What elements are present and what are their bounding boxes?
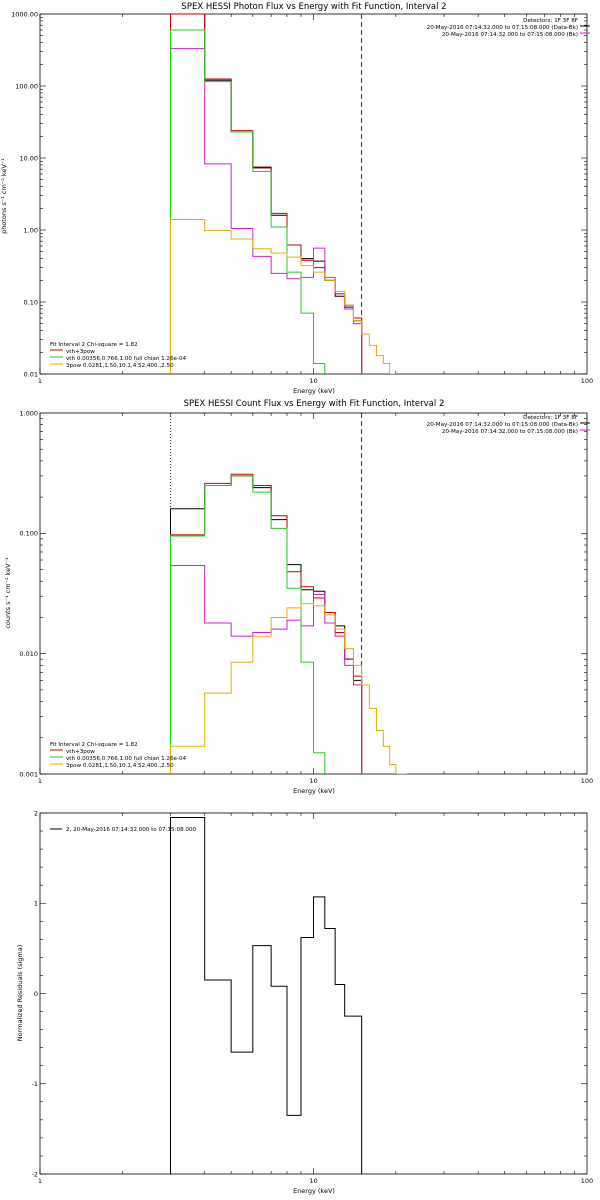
x-tick-label: 10 <box>309 1177 317 1185</box>
panel-count-legend-fit-vth: vth 0.00356,0.766,1.00 full chian 1.26e-… <box>66 756 187 762</box>
panel-count-legend-bk: 20-May-2016 07:14:32.000 to 07:15:08.000… <box>442 429 578 435</box>
panel-photon-legend-databk: 20-May-2016 07:14:32.000 to 07:15:08.000… <box>427 25 578 31</box>
y-tick-label: 0 <box>34 990 38 998</box>
panel-photon-title: SPEX HESSI Photon Flux vs Energy with Fi… <box>181 2 446 12</box>
y-tick-label: 1.00 <box>24 226 38 234</box>
panel-photon-legend-fit-vth: vth 0.00356,0.766,1.00 full chian 1.26e-… <box>66 356 187 362</box>
panel-photon-xlabel: Energy (keV) <box>293 387 335 395</box>
x-tick-label: 1 <box>38 377 42 385</box>
y-tick-label: 1.000 <box>19 409 38 417</box>
series-line-0 <box>169 817 363 1174</box>
y-tick-label: 100.00 <box>15 82 38 90</box>
y-tick-label: 0.10 <box>24 298 38 306</box>
x-tick-label: 1 <box>38 777 42 785</box>
x-tick-label: 100 <box>581 377 593 385</box>
series-line-1 <box>169 473 363 774</box>
y-tick-label: -2 <box>32 1170 38 1178</box>
panel-photon-plot: 1 10 100 0.01 0.10 1.00 10.00 100.00 1000.00 <box>11 10 593 385</box>
panel-resid-legend-text: 2, 20-May-2016 07:14:32.000 to 07:15:08.… <box>66 827 197 833</box>
y-tick-label: 1000.00 <box>11 10 38 18</box>
panel-count-legend-detectors: Detectors: 1F 3F 8F <box>523 415 578 421</box>
y-tick-label: -1 <box>32 1080 38 1088</box>
panel-resid-ylabel: Normalized Residuals (sigma) <box>16 945 24 1042</box>
panel-count-legend-fit-header: Fit Interval 2 Chi-square = 1.82 <box>50 742 138 748</box>
panel-count-legend-fit-vthpow: vth+3pow <box>66 749 95 755</box>
panel-photon-legend-fit-3pow: 3pow 0.0281,1.50,10.1,4.52,400.,2.50 <box>66 363 174 369</box>
y-tick-label: 0.100 <box>19 530 38 538</box>
x-tick-label: 10 <box>309 377 317 385</box>
series-line-2 <box>169 48 363 374</box>
panel-photon-legend-bk: 20-May-2016 07:14:32.000 to 07:15:08.000… <box>442 32 578 38</box>
panel-count-legend-fit-3pow: 3pow 0.0281,1.50,10.1,4.52,400.,2.50 <box>66 763 174 769</box>
series-line-3 <box>169 475 326 774</box>
series-line-0 <box>169 475 363 774</box>
x-tick-label: 1 <box>38 1177 42 1185</box>
panel-resid: 1 10 100 -2 -1 0 1 2 Energy (keV) Normalized Re… <box>16 809 593 1195</box>
panel-count-legend-databk: 20-May-2016 07:14:32.000 to 07:15:08.000… <box>427 422 578 428</box>
series-line-2 <box>169 565 363 774</box>
panel-photon-legend-detectors: Detectors: 1F 3F 8F <box>523 18 578 24</box>
panel-count: SPEX HESSI Count Flux vs Energy with Fit… <box>4 399 593 795</box>
series-line-0 <box>169 14 363 374</box>
panel-resid-plot: 1 10 100 -2 -1 0 1 2 <box>32 809 594 1185</box>
panel-photon-legend-fit-header: Fit Interval 2 Chi-square = 1.82 <box>50 342 138 348</box>
plot-frame <box>39 812 588 1175</box>
panel-count-ylabel: counts s⁻¹ cm⁻² keV⁻¹ <box>4 557 12 629</box>
panel-photon-ylabel: photons s⁻¹ cm⁻² keV⁻¹ <box>0 158 8 234</box>
series-line-4 <box>169 603 408 774</box>
y-tick-label: 0.01 <box>24 370 38 378</box>
x-tick-label: 100 <box>581 777 593 785</box>
panel-count-xlabel: Energy (keV) <box>293 787 335 795</box>
x-tick-label: 100 <box>581 1177 593 1185</box>
panel-photon-legend-fit-vthpow: vth+3pow <box>66 349 95 355</box>
series-line-3 <box>169 29 326 374</box>
y-tick-label: 1 <box>34 900 38 908</box>
panel-resid-xlabel: Energy (keV) <box>293 1187 335 1195</box>
y-tick-label: 2 <box>34 809 38 817</box>
y-tick-label: 10.00 <box>19 154 38 162</box>
y-tick-label: 0.001 <box>19 770 38 778</box>
x-tick-label: 10 <box>309 777 317 785</box>
panel-count-title: SPEX HESSI Count Flux vs Energy with Fit… <box>184 399 445 409</box>
panel-count-plot: 1 10 100 0.001 0.010 0.100 1.000 <box>19 409 593 785</box>
y-tick-label: 0.010 <box>19 650 38 658</box>
series-line-4 <box>169 218 396 374</box>
series-line-1 <box>169 14 363 374</box>
panel-photon: SPEX HESSI Photon Flux vs Energy with Fi… <box>0 2 593 395</box>
